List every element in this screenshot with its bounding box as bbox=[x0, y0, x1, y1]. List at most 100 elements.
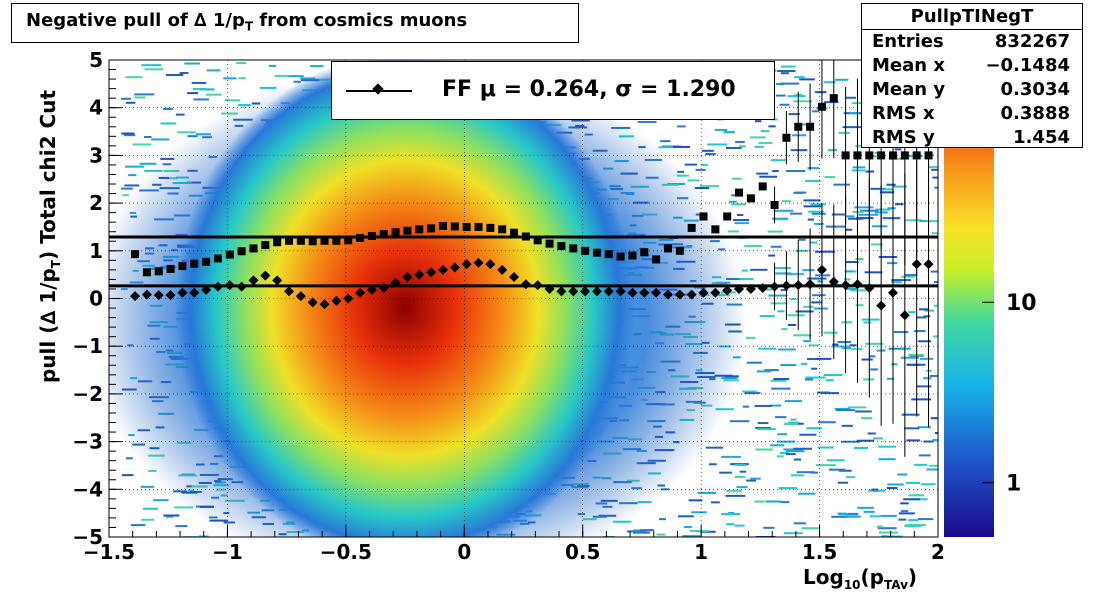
sigma-point bbox=[604, 250, 613, 259]
heat-cell bbox=[932, 176, 938, 179]
heat-cell bbox=[776, 455, 784, 458]
heat-cell bbox=[697, 491, 716, 494]
heat-cell bbox=[728, 511, 735, 514]
heat-cell bbox=[807, 277, 827, 280]
heat-cell bbox=[144, 68, 164, 71]
heat-cell bbox=[785, 450, 805, 453]
sigma-point bbox=[877, 151, 886, 160]
heat-cell bbox=[906, 439, 921, 442]
heat-cell bbox=[746, 479, 757, 482]
sigma-point bbox=[569, 244, 578, 253]
x-tick-label: −1.5 bbox=[83, 540, 135, 564]
mean-point bbox=[734, 283, 745, 294]
heat-cell bbox=[871, 488, 879, 491]
heat-cell bbox=[886, 487, 898, 490]
y-tick-label: −2 bbox=[72, 382, 103, 406]
heat-cell bbox=[779, 452, 789, 455]
sigma-point bbox=[782, 133, 791, 142]
heat-cell bbox=[824, 176, 836, 179]
heat-cell bbox=[808, 210, 824, 213]
heat-cell bbox=[878, 458, 896, 461]
heat-cell bbox=[933, 335, 938, 338]
title-suffix: from cosmics muons bbox=[253, 10, 468, 31]
mean-point bbox=[355, 287, 366, 298]
heat-cell bbox=[900, 502, 909, 505]
heat-cell bbox=[734, 475, 746, 478]
mean-point bbox=[603, 286, 614, 297]
mean-point bbox=[426, 267, 437, 278]
mean-point bbox=[189, 287, 200, 298]
sigma-point bbox=[888, 151, 897, 160]
heat-cell bbox=[775, 416, 787, 419]
heat-cell bbox=[793, 522, 806, 525]
heat-cell bbox=[811, 212, 826, 215]
heat-cell bbox=[794, 76, 805, 79]
mean-point bbox=[639, 287, 650, 298]
heat-cell bbox=[906, 481, 921, 484]
heat-cell bbox=[860, 417, 873, 420]
heat-core bbox=[175, 60, 636, 537]
sigma-point bbox=[652, 255, 661, 264]
heat-cell bbox=[810, 203, 826, 206]
mean-point bbox=[686, 289, 697, 300]
sigma-point bbox=[379, 230, 388, 239]
heat-cell bbox=[791, 474, 804, 477]
heat-cell bbox=[837, 481, 849, 484]
sigma-point bbox=[154, 267, 163, 276]
stat-row-entries: Entries 832267 bbox=[862, 30, 1082, 54]
sigma-point bbox=[356, 233, 365, 242]
mean-point bbox=[272, 275, 283, 286]
heat-cell bbox=[918, 340, 932, 343]
heat-cell bbox=[852, 210, 864, 213]
heat-cell bbox=[742, 390, 757, 393]
y-tick-label: −1 bbox=[72, 334, 103, 358]
heat-cell bbox=[765, 500, 782, 503]
heat-cell bbox=[880, 188, 894, 191]
mean-point bbox=[485, 259, 496, 270]
heat-cell bbox=[731, 203, 747, 206]
heat-cell bbox=[770, 444, 785, 447]
heat-cell bbox=[777, 70, 796, 73]
heat-cell bbox=[123, 134, 136, 137]
heat-cell bbox=[632, 531, 651, 534]
heat-cell bbox=[796, 471, 815, 474]
heat-cell bbox=[855, 144, 867, 147]
sigma-point bbox=[699, 212, 708, 221]
mean-point bbox=[509, 272, 520, 283]
heat-cell bbox=[861, 318, 880, 321]
heat-cell bbox=[774, 266, 791, 269]
heat-cell bbox=[828, 148, 837, 151]
heat-cell bbox=[768, 294, 788, 297]
heat-cell bbox=[160, 122, 177, 125]
heat-cell bbox=[786, 169, 806, 172]
heat-cell bbox=[852, 166, 866, 169]
mean-point bbox=[651, 287, 662, 298]
mean-point bbox=[201, 284, 212, 295]
heat-cell bbox=[864, 271, 883, 274]
heat-cell bbox=[931, 232, 938, 235]
heat-cell bbox=[177, 131, 196, 134]
sigma-point bbox=[131, 250, 140, 259]
sigma-point bbox=[273, 238, 282, 247]
heat-cell bbox=[812, 294, 826, 297]
heat-cell bbox=[901, 275, 916, 278]
heat-cell bbox=[719, 471, 732, 474]
heat-cell bbox=[803, 205, 822, 208]
heat-cell bbox=[840, 440, 861, 443]
mean-point bbox=[840, 280, 851, 291]
mean-point bbox=[674, 289, 685, 300]
mean-point bbox=[307, 297, 318, 308]
heat-cell bbox=[893, 331, 909, 334]
heat-cell bbox=[134, 96, 146, 99]
heat-cell bbox=[891, 281, 902, 284]
heat-cell bbox=[805, 376, 826, 379]
heat-cell bbox=[788, 113, 800, 116]
heat-cell bbox=[914, 330, 926, 333]
heat-cell bbox=[849, 344, 857, 347]
stat-row-mean-x: Mean x −0.1484 bbox=[862, 54, 1082, 78]
heat-cell bbox=[916, 316, 927, 319]
heat-cell bbox=[705, 446, 724, 449]
heat-cell bbox=[701, 149, 714, 152]
sigma-point bbox=[675, 246, 684, 255]
sigma-point bbox=[758, 182, 767, 191]
